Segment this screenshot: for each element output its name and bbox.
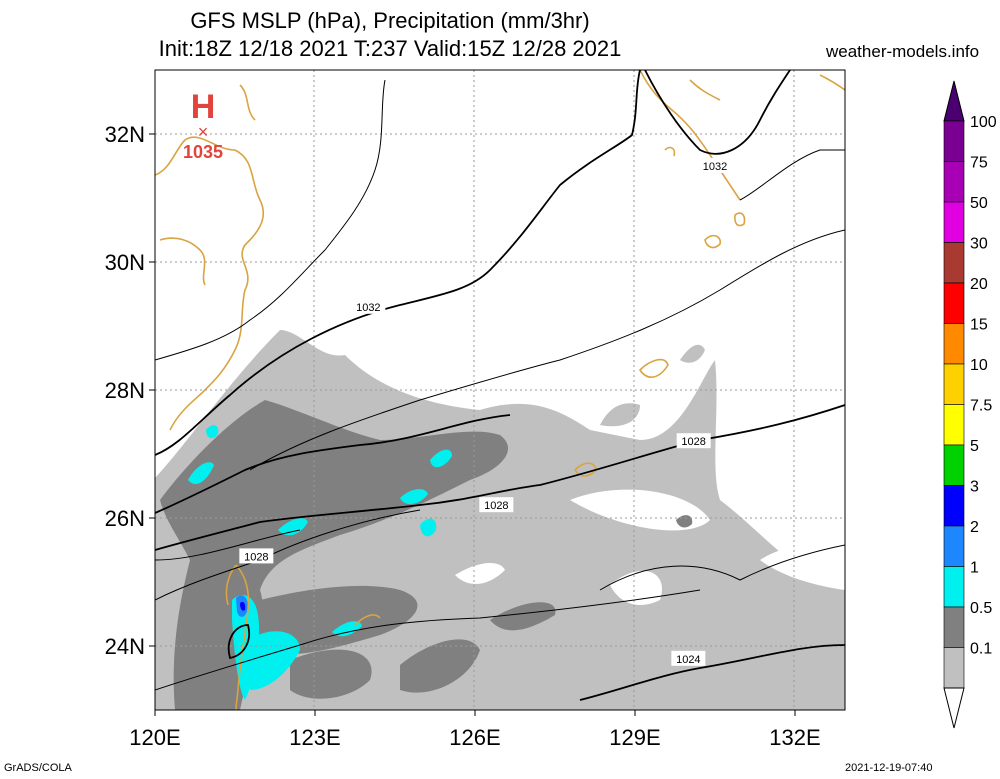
- precip-light-area: [680, 344, 705, 363]
- precip-heavy-core: [240, 601, 246, 611]
- precip-heavy-core: [430, 449, 452, 468]
- lon-label: 126E: [449, 725, 500, 750]
- lat-label: 30N: [105, 250, 145, 275]
- precip-moderate-area: [290, 649, 372, 699]
- precip-heavy-core: [188, 462, 214, 485]
- legend-label: 1: [970, 560, 979, 577]
- isobar-label: 1032: [356, 302, 380, 314]
- precip-moderate-area: [400, 639, 480, 693]
- legend-label: 5: [970, 438, 979, 455]
- legend-label: 30: [970, 236, 988, 253]
- high-value: 1035: [183, 142, 223, 162]
- legend-swatch: [943, 606, 965, 648]
- precip-heavy-core: [250, 631, 300, 690]
- precip-moderate-area: [254, 585, 418, 655]
- legend-swatch: [943, 282, 965, 324]
- precip-heavy-core: [420, 518, 437, 537]
- chart-subtitle: Init:18Z 12/18 2021 T:237 Valid:15Z 12/2…: [158, 36, 622, 61]
- legend-swatch: [943, 120, 965, 162]
- lon-label: 120E: [129, 725, 180, 750]
- legend-min-arrow: [943, 687, 965, 729]
- precip-light-area: [600, 403, 640, 427]
- legend-label: 10: [970, 357, 988, 374]
- graticule: [155, 70, 845, 710]
- legend-label: 2: [970, 519, 979, 536]
- high-pressure-center: H × 1035: [183, 88, 223, 162]
- isobar-label: 1028: [484, 500, 508, 512]
- legend-swatch: [943, 161, 965, 203]
- precip-heavy-core: [332, 621, 362, 637]
- isobars: [155, 70, 845, 701]
- legend-swatch: [943, 566, 965, 608]
- lon-label: 123E: [289, 725, 340, 750]
- precip-heavy-core: [400, 489, 428, 505]
- lon-label: 129E: [609, 725, 660, 750]
- legend-label: 50: [970, 195, 988, 212]
- precip-heavy-core: [206, 425, 219, 439]
- isobar-label: 1028: [244, 551, 268, 563]
- chart-title: GFS MSLP (hPa), Precipitation (mm/3hr): [190, 8, 590, 33]
- legend-swatch: [943, 647, 965, 689]
- isobar-labels: 1032 1032 1028 1028 1028 1024: [239, 158, 732, 666]
- lon-label: 132E: [769, 725, 820, 750]
- map-axes: 120E 123E 126E 129E 132E 32N 30N 28N 26N 24N: [105, 122, 821, 750]
- legend-label: 75: [970, 155, 988, 172]
- lat-label: 28N: [105, 378, 145, 403]
- isobar-label: 1032: [703, 161, 727, 173]
- legend-swatch: [943, 444, 965, 486]
- legend-label: 3: [970, 479, 979, 496]
- high-center-marker: ×: [198, 122, 209, 142]
- legend-label: 100: [970, 114, 997, 131]
- isobar-label: 1024: [676, 654, 700, 666]
- isobar-label-bg: [479, 497, 514, 513]
- precip-moderate-area: [490, 602, 556, 631]
- legend-swatch: [943, 242, 965, 284]
- legend-max-arrow: [943, 80, 965, 122]
- precip-heavy-core: [278, 518, 308, 536]
- generation-timestamp: 2021-12-19-07:40: [845, 762, 933, 774]
- lat-label: 24N: [105, 634, 145, 659]
- legend-label: 0.1: [970, 641, 992, 658]
- isobar-label-bg: [351, 298, 386, 314]
- legend-label: 15: [970, 317, 988, 334]
- legend-label: 20: [970, 276, 988, 293]
- legend-swatch: [943, 404, 965, 446]
- isobar-label-bg: [698, 158, 732, 173]
- isobar-label-bg: [239, 548, 274, 564]
- coastlines: [155, 70, 845, 710]
- legend-label: 7.5: [970, 398, 992, 415]
- site-credit: weather-models.info: [826, 42, 980, 61]
- isobar-label-bg: [676, 433, 711, 449]
- isobar-label-bg: [671, 650, 706, 666]
- legend-swatch: [943, 201, 965, 243]
- legend-swatch: [943, 485, 965, 527]
- legend-label: 0.5: [970, 600, 992, 617]
- isobar-label: 1028: [681, 436, 705, 448]
- legend-swatch: [943, 525, 965, 567]
- precip-colorbar: 100 75 50 30 20 15 10 7.5 5 3 2 1 0.5 0.1: [943, 80, 997, 729]
- software-credit: GrADS/COLA: [4, 762, 72, 774]
- legend-swatch: [943, 323, 965, 365]
- lat-label: 26N: [105, 506, 145, 531]
- legend-swatch: [943, 363, 965, 405]
- lat-label: 32N: [105, 122, 145, 147]
- high-symbol: H: [191, 88, 216, 126]
